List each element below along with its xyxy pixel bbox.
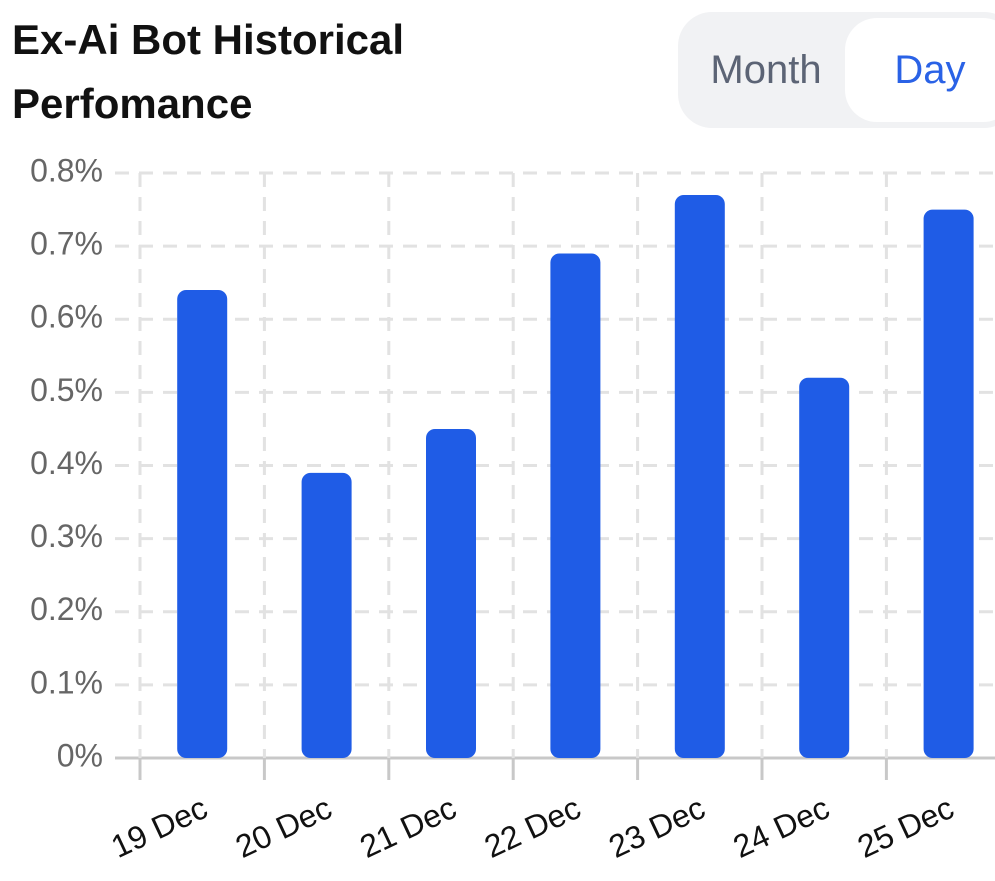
- bar: [550, 253, 601, 758]
- x-tick-label: 25 Dec: [852, 789, 959, 864]
- bar: [301, 472, 352, 758]
- bar: [426, 428, 476, 758]
- toggle-option[interactable]: Month: [710, 48, 822, 92]
- x-tick-label: 19 Dec: [106, 789, 213, 864]
- y-tick-label: 0.7%: [30, 226, 103, 262]
- x-tick-label: 20 Dec: [230, 789, 337, 864]
- y-tick-label: 0.2%: [30, 591, 103, 627]
- y-tick-label: 0.1%: [30, 664, 103, 700]
- period-toggle: Month Day: [678, 12, 995, 128]
- bar: [674, 194, 725, 758]
- y-tick-label: 0.3%: [30, 518, 103, 554]
- y-tick-label: 0.8%: [30, 152, 103, 188]
- y-tick-label: 0%: [57, 737, 103, 773]
- toggle-option-selected[interactable]: Day: [845, 18, 995, 122]
- x-tick-label: 22 Dec: [479, 789, 586, 864]
- x-tick-label: 21 Dec: [354, 789, 461, 864]
- bar: [923, 209, 974, 758]
- bar: [799, 377, 850, 758]
- x-tick-label: 23 Dec: [603, 789, 710, 864]
- chart-title: Ex-Ai Bot Historical Perfomance: [12, 16, 405, 127]
- y-tick-label: 0.6%: [30, 299, 103, 335]
- y-tick-label: 0.5%: [30, 372, 103, 408]
- y-tick-label: 0.4%: [30, 445, 103, 481]
- x-tick-label: 24 Dec: [728, 789, 835, 864]
- bar: [177, 290, 228, 758]
